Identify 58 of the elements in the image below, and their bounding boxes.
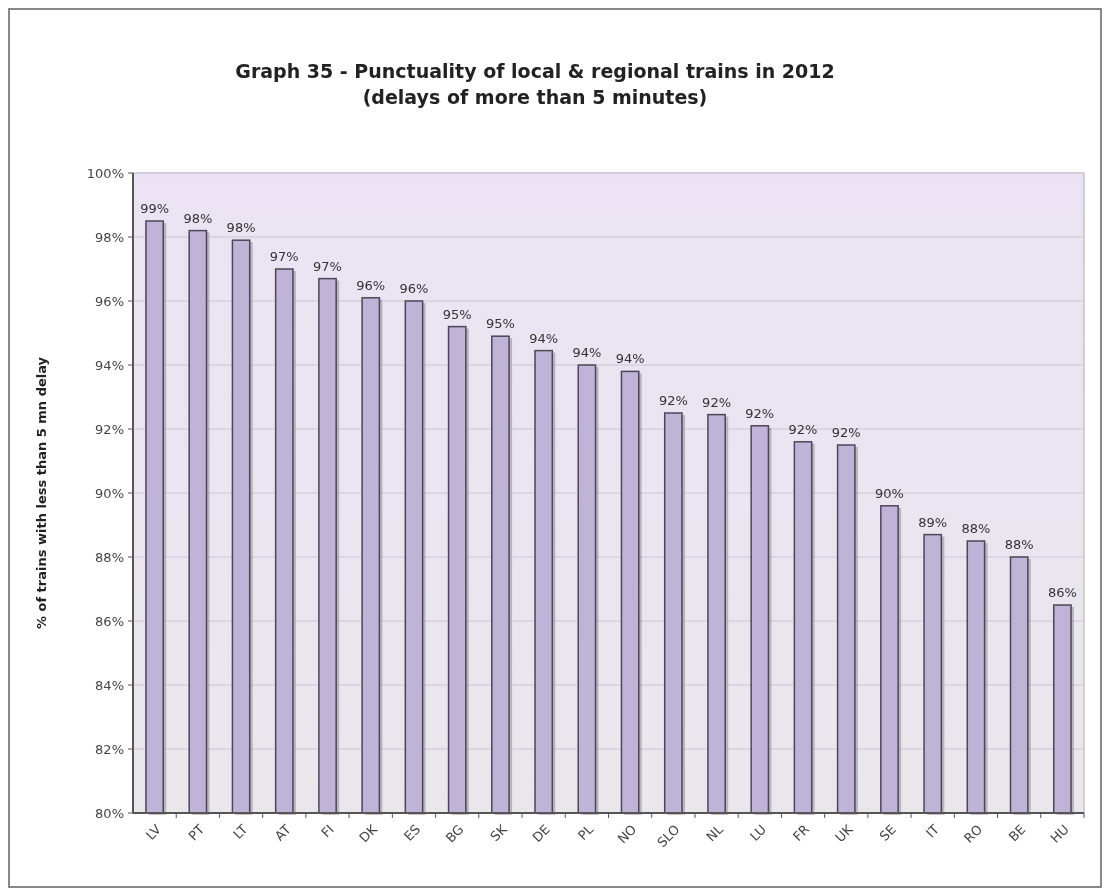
x-tick-label: SE	[876, 821, 899, 844]
y-tick-label: 88%	[95, 549, 124, 565]
x-tick-label: LT	[230, 821, 251, 842]
x-tick-label: LU	[747, 821, 770, 844]
chart-subtitle: (delays of more than 5 minutes)	[362, 86, 708, 108]
data-label: 94%	[615, 351, 645, 367]
data-label: 95%	[442, 306, 472, 322]
x-tick-label: DE	[529, 821, 553, 846]
data-label: 96%	[356, 277, 386, 293]
x-tick-label: LV	[142, 821, 165, 843]
data-label: 98%	[226, 220, 256, 236]
data-label: 88%	[961, 521, 991, 536]
x-tick-label: FI	[318, 821, 337, 841]
data-label: 92%	[788, 421, 818, 437]
x-tick-label: BE	[1005, 821, 1029, 845]
x-tick-label: BG	[442, 821, 467, 846]
data-label: 97%	[313, 258, 342, 274]
x-tick-label: RO	[961, 821, 986, 846]
x-tick-label: SLO	[654, 821, 683, 851]
data-label: 97%	[269, 249, 299, 264]
y-tick-label: 80%	[95, 805, 124, 821]
x-tick-label: HU	[1047, 821, 1072, 846]
y-tick-label: 86%	[95, 613, 124, 629]
data-label: 90%	[875, 485, 904, 501]
data-label: 92%	[658, 393, 688, 408]
x-tick-label: PL	[574, 821, 597, 844]
x-tick-label: IT	[923, 821, 943, 841]
data-label: 95%	[485, 316, 515, 332]
x-tick-label: ES	[401, 821, 424, 844]
y-tick-label: 90%	[95, 485, 124, 501]
chart-title: Graph 35 - Punctuality of local & regional trains in 2012	[235, 60, 835, 82]
x-tick-label: PT	[185, 821, 208, 844]
data-label: 98%	[183, 210, 213, 226]
y-tick-label: 98%	[95, 229, 124, 245]
y-tick-label: 82%	[95, 741, 124, 757]
data-label: 94%	[572, 345, 602, 360]
data-label: 86%	[1047, 585, 1077, 600]
data-label: 92%	[702, 394, 732, 410]
x-tick-label: UK	[832, 821, 856, 846]
y-tick-label: 92%	[95, 421, 124, 437]
y-tick-label: 100%	[86, 165, 124, 181]
x-tick-label: NL	[703, 821, 727, 845]
x-tick-label: SK	[487, 821, 511, 845]
y-axis-title: % of trains with less than 5 mn delay	[34, 356, 49, 630]
y-tick-label: 84%	[95, 677, 124, 693]
y-tick-label: 96%	[95, 293, 124, 309]
data-label: 96%	[399, 281, 429, 296]
x-tick-label: AT	[271, 821, 294, 844]
data-label: 94%	[529, 330, 559, 346]
data-label: 88%	[1004, 537, 1034, 552]
data-label: 92%	[745, 405, 775, 421]
data-label: 89%	[918, 514, 948, 530]
x-tick-label: DK	[356, 821, 381, 846]
y-tick-label: 94%	[95, 357, 124, 373]
data-label: 92%	[831, 425, 861, 440]
data-label: 99%	[140, 201, 170, 216]
x-tick-label: NO	[614, 821, 640, 847]
x-tick-label: FR	[790, 821, 813, 845]
